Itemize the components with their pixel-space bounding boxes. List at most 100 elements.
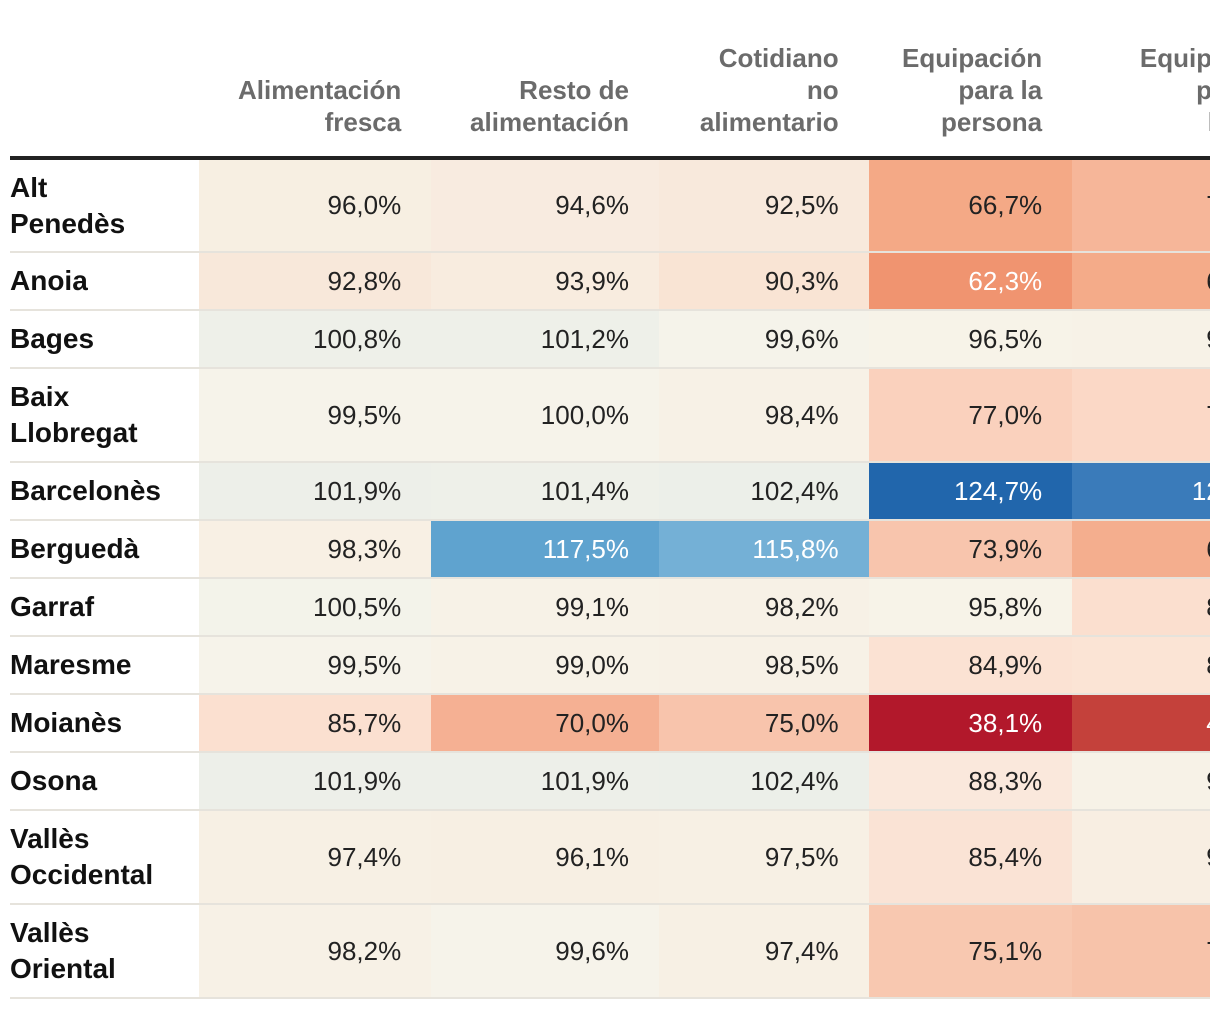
row-label-text: Alt Penedès <box>10 170 160 242</box>
row-label: Maresme <box>10 636 200 695</box>
heatmap-cell: 79,7% <box>1072 368 1210 463</box>
row-label-text: Garraf <box>10 589 160 625</box>
heatmap-table-viewport[interactable]: Alimentación fresca Resto de alimentación Co… <box>10 0 1210 999</box>
heatmap-cell: 96,1% <box>431 810 659 905</box>
table-row: Bages 100,8%101,2%99,6%96,5%96,2% <box>10 310 1210 369</box>
row-label: Osona <box>10 752 200 811</box>
row-label: Moianès <box>10 694 200 753</box>
heatmap-cell: 102,4% <box>658 462 869 521</box>
column-header-line: para el <box>1196 75 1210 105</box>
heatmap-cell: 100,5% <box>199 578 432 637</box>
heatmap-cell: 101,9% <box>199 462 432 521</box>
heatmap-cell: 99,5% <box>199 636 432 695</box>
heatmap-cell: 85,7% <box>199 694 432 753</box>
heatmap-cell: 70,9% <box>1072 158 1210 253</box>
heatmap-cell: 96,2% <box>1072 310 1210 369</box>
heatmap-cell: 43,8% <box>1072 694 1210 753</box>
heatmap-cell: 95,8% <box>868 578 1073 637</box>
heatmap-cell: 85,4% <box>868 810 1073 905</box>
row-label: Bages <box>10 310 200 369</box>
heatmap-cell: 83,7% <box>1072 578 1210 637</box>
column-header-line: persona <box>941 107 1043 137</box>
heatmap-cell: 38,1% <box>868 694 1073 753</box>
heatmap-cell: 97,4% <box>658 904 869 999</box>
heatmap-cell: 93,4% <box>1072 810 1210 905</box>
heatmap-cell: 93,9% <box>431 252 659 311</box>
row-label-text: Vallès Occidental <box>10 821 160 893</box>
heatmap-cell: 100,8% <box>199 310 432 369</box>
row-label-text: Bages <box>10 321 160 357</box>
heatmap-cell: 75,1% <box>868 904 1073 999</box>
table-row: Moianès 85,7%70,0%75,0%38,1%43,8% <box>10 694 1210 753</box>
heatmap-cell: 99,0% <box>431 636 659 695</box>
row-label-line: Barcelonès <box>10 475 161 506</box>
heatmap-cell: 92,8% <box>199 252 432 311</box>
row-label-text: Maresme <box>10 647 160 683</box>
column-header: Cotidiano no alimentario <box>658 0 869 160</box>
table-row: Baix Llobregat 99,5%100,0%98,4%77,0%79,7% <box>10 368 1210 463</box>
table-row: Anoia 92,8%93,9%90,3%62,3%67,6% <box>10 252 1210 311</box>
heatmap-cell: 90,3% <box>658 252 869 311</box>
table-row: Maresme 99,5%99,0%98,5%84,9%85,6% <box>10 636 1210 695</box>
row-label-line: Maresme <box>10 649 132 680</box>
column-header-line: alimentario <box>699 107 839 137</box>
heatmap-cell: 88,3% <box>868 752 1073 811</box>
heatmap-cell: 73,9% <box>868 520 1073 579</box>
column-header: Alimentación fresca <box>199 0 432 160</box>
column-header: Equipación para el hogar <box>1072 0 1210 160</box>
row-label-line: Baix <box>10 381 70 412</box>
row-label-line: Garraf <box>10 591 95 622</box>
heatmap-cell: 124,7% <box>868 462 1073 521</box>
heatmap-cell: 94,6% <box>431 158 659 253</box>
column-header-line: no <box>806 75 839 105</box>
column-header-line: Equipación <box>1139 43 1210 73</box>
row-label-line: Penedès <box>10 207 126 239</box>
row-label-line: Occidental <box>10 859 154 890</box>
row-label-line: Osona <box>10 765 98 796</box>
row-label: Vallès Occidental <box>10 810 200 905</box>
heatmap-cell: 117,5% <box>431 520 659 579</box>
heatmap-cell: 99,5% <box>199 368 432 463</box>
row-label: Garraf <box>10 578 200 637</box>
row-label-header <box>10 0 200 160</box>
heatmap-cell: 101,9% <box>199 752 432 811</box>
table-row: Barcelonès 101,9%101,4%102,4%124,7%121,6% <box>10 462 1210 521</box>
table-row: Garraf 100,5%99,1%98,2%95,8%83,7% <box>10 578 1210 637</box>
heatmap-cell: 99,1% <box>431 578 659 637</box>
heatmap-cell: 98,2% <box>658 578 869 637</box>
column-header-line: fresca <box>324 107 402 137</box>
row-label: Alt Penedès <box>10 158 200 253</box>
row-label-text: Anoia <box>10 263 160 299</box>
column-header: Equipación para la persona <box>868 0 1073 160</box>
column-header: Resto de alimentación <box>431 0 659 160</box>
heatmap-cell: 85,6% <box>1072 636 1210 695</box>
heatmap-cell: 62,3% <box>868 252 1073 311</box>
column-header-line: Cotidiano <box>718 43 839 73</box>
column-header-line: para la <box>958 75 1043 105</box>
row-label-line: Anoia <box>10 265 88 296</box>
table-row: Alt Penedès 96,0%94,6%92,5%66,7%70,9% <box>10 158 1210 253</box>
heatmap-cell: 96,5% <box>868 310 1073 369</box>
heatmap-cell: 70,0% <box>431 694 659 753</box>
table-body: AltPenedès96,0%94,6%92,5%66,7%70,9%Anoia… <box>10 158 1210 999</box>
heatmap-cell: 100,0% <box>431 368 659 463</box>
table-row: Vallès Occidental 97,4%96,1%97,5%85,4%93,4… <box>10 810 1210 905</box>
heatmap-cell: 68,8% <box>1072 520 1210 579</box>
heatmap-cell: 92,5% <box>658 158 869 253</box>
heatmap-cell: 98,2% <box>199 904 432 999</box>
heatmap-cell: 77,0% <box>868 368 1073 463</box>
heatmap-cell: 101,4% <box>431 462 659 521</box>
heatmap-table: Alimentación fresca Resto de alimentación Co… <box>10 0 1210 999</box>
row-label: Anoia <box>10 252 200 311</box>
heatmap-cell: 121,6% <box>1072 462 1210 521</box>
heatmap-cell: 98,4% <box>658 368 869 463</box>
table-row: Berguedà 98,3%117,5%115,8%73,9%68,8% <box>10 520 1210 579</box>
heatmap-cell: 97,4% <box>199 810 432 905</box>
row-label: Barcelonès <box>10 462 200 521</box>
heatmap-cell: 102,4% <box>658 752 869 811</box>
row-label-text: Barcelonès <box>10 473 161 509</box>
heatmap-cell: 67,6% <box>1072 252 1210 311</box>
column-header-line: Alimentación <box>237 75 402 105</box>
row-label-text: Berguedà <box>10 531 160 567</box>
header-row: Alimentación fresca Resto de alimentación Co… <box>10 0 1210 160</box>
